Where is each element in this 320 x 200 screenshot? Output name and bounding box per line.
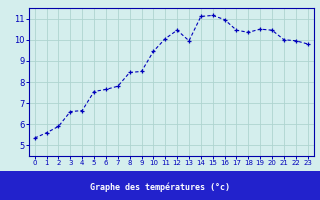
Text: Graphe des températures (°c): Graphe des températures (°c) — [90, 182, 230, 192]
